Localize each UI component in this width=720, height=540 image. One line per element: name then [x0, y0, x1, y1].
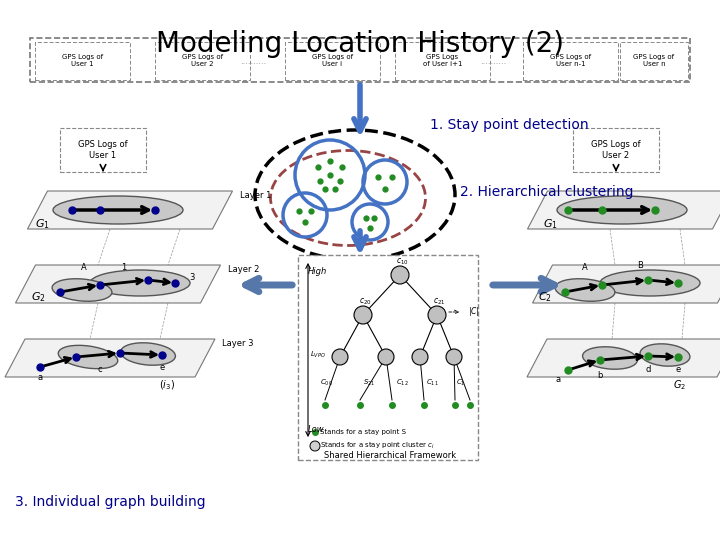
Text: $c_{21}$: $c_{21}$: [433, 297, 445, 307]
Text: e: e: [675, 366, 680, 375]
Polygon shape: [528, 191, 720, 229]
Circle shape: [446, 349, 462, 365]
Text: GPS Logs of
User 1: GPS Logs of User 1: [62, 55, 103, 68]
Text: GPS Logs of
User i: GPS Logs of User i: [312, 55, 353, 68]
Text: $C_{12}$: $C_{12}$: [396, 378, 409, 388]
Text: $S_{21}$: $S_{21}$: [363, 378, 375, 388]
Text: 3: 3: [189, 273, 194, 281]
Text: GPS Logs of
User 2: GPS Logs of User 2: [591, 140, 641, 160]
Text: a: a: [555, 375, 561, 384]
Ellipse shape: [58, 346, 118, 369]
Text: Layer 2: Layer 2: [228, 265, 259, 273]
Circle shape: [428, 306, 446, 324]
Circle shape: [412, 349, 428, 365]
Text: Layer 1: Layer 1: [240, 191, 271, 199]
Text: d: d: [645, 366, 651, 375]
Text: 3. Individual graph building: 3. Individual graph building: [15, 495, 206, 509]
Text: b: b: [598, 370, 603, 380]
FancyBboxPatch shape: [395, 42, 490, 80]
Text: ..........: ..........: [480, 57, 506, 65]
Polygon shape: [27, 191, 233, 229]
Ellipse shape: [255, 130, 455, 260]
Text: $C_2$: $C_2$: [538, 290, 552, 304]
Text: $c_{10}$: $c_{10}$: [396, 256, 408, 267]
Text: GPS Logs of
User 2: GPS Logs of User 2: [182, 55, 223, 68]
Circle shape: [378, 349, 394, 365]
Text: $|C|$: $|C|$: [468, 306, 480, 319]
Text: 1. Stay point detection: 1. Stay point detection: [430, 118, 589, 132]
Text: Low: Low: [308, 426, 325, 435]
Text: c: c: [98, 366, 102, 375]
Text: $G_1$: $G_1$: [35, 217, 50, 231]
Text: e: e: [159, 363, 165, 373]
FancyBboxPatch shape: [60, 128, 146, 172]
Text: Modeling Location History (2): Modeling Location History (2): [156, 30, 564, 58]
Text: A: A: [582, 264, 588, 273]
Text: $c_{20}$: $c_{20}$: [359, 297, 372, 307]
Ellipse shape: [53, 196, 183, 224]
Ellipse shape: [600, 270, 700, 296]
Text: $C_{11}$: $C_{11}$: [426, 378, 438, 388]
Text: a: a: [37, 373, 42, 381]
Polygon shape: [16, 265, 220, 303]
Text: GPS Logs
of User i+1: GPS Logs of User i+1: [423, 55, 462, 68]
Text: Layer 3: Layer 3: [222, 339, 253, 348]
Text: A: A: [81, 264, 87, 273]
FancyBboxPatch shape: [298, 255, 478, 460]
Text: ..........: ..........: [240, 57, 266, 65]
FancyBboxPatch shape: [30, 38, 690, 82]
FancyBboxPatch shape: [35, 42, 130, 80]
Ellipse shape: [582, 347, 637, 369]
Text: Stands for a stay point cluster $c_i$: Stands for a stay point cluster $c_i$: [320, 441, 435, 451]
Text: $C_{00}$: $C_{00}$: [320, 378, 333, 388]
Text: $(i_3)$: $(i_3)$: [159, 378, 175, 392]
Circle shape: [391, 266, 409, 284]
Polygon shape: [533, 265, 720, 303]
Ellipse shape: [52, 279, 112, 301]
FancyBboxPatch shape: [285, 42, 380, 80]
Ellipse shape: [640, 344, 690, 366]
Text: Shared Hierarchical Framework: Shared Hierarchical Framework: [324, 450, 456, 460]
Polygon shape: [527, 339, 720, 377]
Ellipse shape: [120, 343, 176, 365]
Text: 2. Hierarchical clustering: 2. Hierarchical clustering: [460, 185, 634, 199]
Text: $G_2$: $G_2$: [673, 378, 687, 392]
Circle shape: [332, 349, 348, 365]
FancyBboxPatch shape: [523, 42, 618, 80]
Ellipse shape: [555, 279, 615, 301]
FancyBboxPatch shape: [155, 42, 250, 80]
Text: 1: 1: [122, 264, 127, 273]
Text: B: B: [637, 261, 643, 271]
Text: High: High: [308, 267, 328, 276]
Text: GPS Logs of
User 1: GPS Logs of User 1: [78, 140, 128, 160]
Polygon shape: [5, 339, 215, 377]
Text: $L_{VPO}$: $L_{VPO}$: [310, 350, 326, 360]
Ellipse shape: [557, 196, 687, 224]
Text: $C_1$: $C_1$: [456, 378, 466, 388]
Text: $G_1$: $G_1$: [543, 217, 557, 231]
Ellipse shape: [90, 270, 190, 296]
Text: GPS Logs of
User n-1: GPS Logs of User n-1: [550, 55, 591, 68]
Text: $G_2$: $G_2$: [31, 290, 45, 304]
Circle shape: [354, 306, 372, 324]
Circle shape: [310, 441, 320, 451]
FancyBboxPatch shape: [573, 128, 659, 172]
Text: Stands for a stay point S: Stands for a stay point S: [320, 429, 406, 435]
Text: GPS Logs of
User n: GPS Logs of User n: [634, 55, 675, 68]
FancyBboxPatch shape: [620, 42, 688, 80]
